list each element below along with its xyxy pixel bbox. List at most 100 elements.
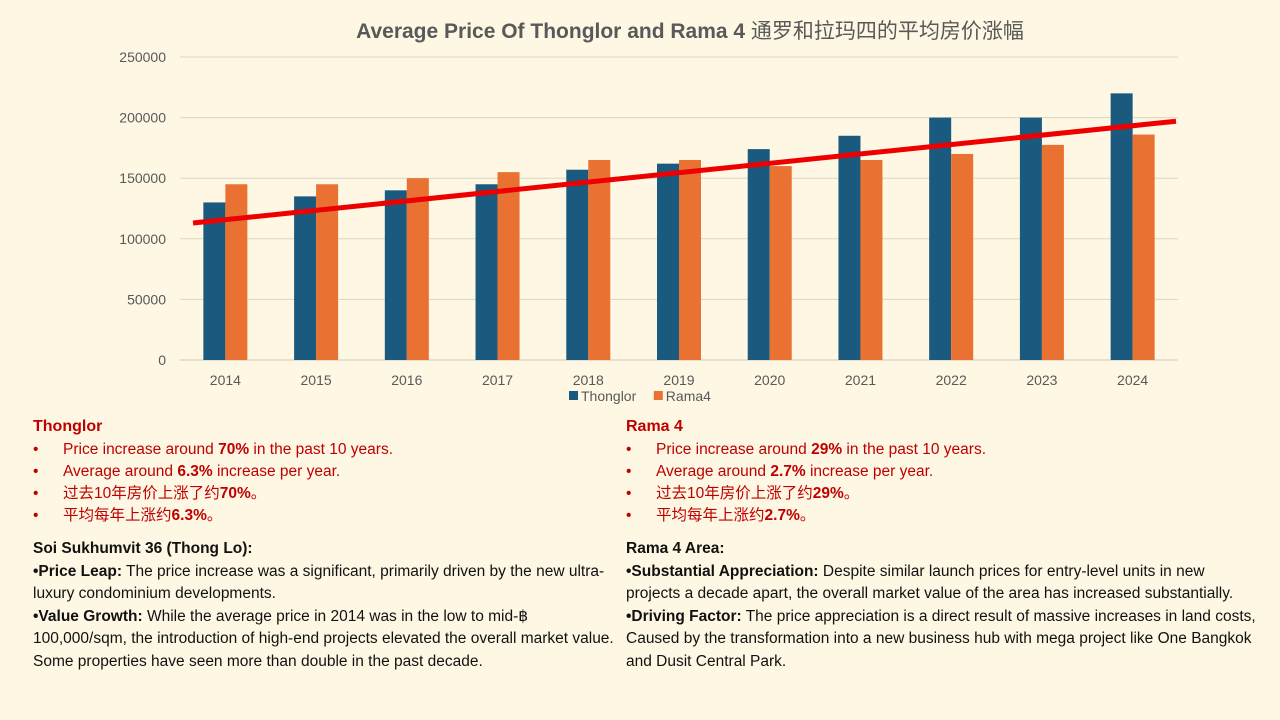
bullet-text: Price increase around [656,441,812,458]
point-text: The price appreciation is a direct resul… [626,607,1256,670]
bullet-text: 。 [799,507,816,524]
bullet-text: Price increase around [63,441,219,458]
x-tick-label: 2020 [754,372,785,388]
bar-thonglor-2016 [384,190,407,360]
rama4-bullet: • Average around 2.7% increase per year. [626,461,1246,483]
chart-title-cn: 通罗和拉玛四的平均房价涨幅 [751,20,1024,43]
bar-thonglor-2023 [1019,117,1042,360]
bullet-text: 平均每年上涨约 [63,507,172,524]
x-axis-ticks: 2014 2015 2016 2017 2018 2019 2020 2021 2022 2023… [210,372,1149,388]
x-tick-label: 2021 [845,372,876,388]
bullet-text: 平均每年上涨约 [656,507,765,524]
point-text: The price increase was a significant, pr… [33,562,605,603]
bar-rama4-2021 [860,160,883,360]
bar-thonglor-2022 [929,117,952,360]
legend-swatch-thonglor [569,391,578,400]
point-label: •Value Growth: [33,607,143,625]
bullet-text: 。 [206,507,223,524]
bar-rama4-2022 [951,153,974,360]
bar-rama4-2019 [679,160,701,360]
bullet-text: in the past 10 years. [249,441,394,458]
point-label: •Substantial Appreciation: [626,562,819,580]
bars [203,93,1155,361]
bullet-highlight: 70% [218,441,250,458]
bullet-text: in the past 10 years. [842,441,987,458]
bullet-dot: • [33,463,39,480]
legend-label-thonglor: Thonglor [581,388,637,404]
bar-rama4-2017 [497,172,520,360]
bullet-dot: • [626,507,632,524]
bullet-text: 过去10年房价上涨了约 [656,485,813,502]
y-tick-label: 250000 [119,49,166,65]
bar-thonglor-2014 [203,202,226,360]
trendline [192,118,1177,226]
legend-swatch-rama4 [653,391,663,400]
bullet-dot: • [33,441,39,458]
rama4-summary-list: • Price increase around 29% in the past 1… [626,439,1246,527]
x-tick-label: 2016 [391,372,422,388]
thonglor-summary-title: Thonglor [33,418,103,435]
bar-thonglor-2024 [1110,93,1133,361]
bullet-dot: • [33,485,39,502]
chart-title: Average Price Of Thonglor and Rama 4 通罗和… [356,20,1024,43]
rama4-bullet: • 过去10年房价上涨了约29%。 [626,483,1246,505]
bar-rama4-2016 [406,178,429,360]
bar-thonglor-2015 [294,196,317,360]
price-chart: Average Price Of Thonglor and Rama 4 通罗和… [119,20,1178,404]
bullet-highlight: 2.7% [764,507,800,524]
thonglor-detail-heading: Soi Sukhumvit 36 (Thong Lo): [33,540,253,557]
x-tick-label: 2023 [1026,372,1057,388]
rama4-summary-title: Rama 4 [626,418,683,435]
rama4-bullet: • 平均每年上涨约2.7%。 [626,505,1246,527]
x-tick-label: 2014 [210,372,241,388]
bar-rama4-2014 [225,184,248,360]
bullet-dot: • [626,441,632,458]
rama4-detail-point: •Driving Factor: The price appreciation … [626,606,1256,674]
rama4-detail: Rama 4 Area: •Substantial Appreciation: … [626,538,1256,673]
y-tick-label: 50000 [127,291,166,307]
x-tick-label: 2024 [1117,372,1148,388]
rama4-detail-heading: Rama 4 Area: [626,540,725,557]
bar-thonglor-2020 [747,149,770,360]
y-tick-label: 200000 [119,110,166,126]
bar-thonglor-2019 [657,163,679,360]
bar-rama4-2018 [588,160,611,360]
bar-rama4-2015 [316,184,339,360]
bullet-highlight: 6.3% [171,507,207,524]
bullet-text: 。 [250,485,267,502]
bar-thonglor-2021 [838,135,861,360]
bullet-highlight: 6.3% [177,463,213,480]
x-tick-label: 2015 [301,372,332,388]
point-text: Despite similar launch prices for entry-… [626,562,1234,603]
y-tick-label: 100000 [119,231,166,247]
thonglor-summary: Thonglor • Price increase around 70% in t… [33,418,613,527]
thonglor-bullet: • Average around 6.3% increase per year. [33,461,613,483]
y-tick-label: 150000 [119,170,166,186]
bullet-highlight: 29% [812,485,844,502]
bullet-text: 过去10年房价上涨了约 [63,485,220,502]
x-tick-label: 2017 [482,372,513,388]
point-label: •Driving Factor: [626,607,742,625]
x-tick-label: 2018 [573,372,604,388]
bullet-text: Average around [63,463,178,480]
bullet-dot: • [626,463,632,480]
legend-label-rama4: Rama4 [666,388,711,404]
bar-thonglor-2018 [566,169,589,360]
point-label: •Price Leap: [33,562,122,580]
bullet-highlight: 29% [811,441,843,458]
bullet-text: increase per year. [212,463,341,480]
bullet-highlight: 2.7% [770,463,806,480]
bullet-dot: • [33,507,39,524]
bar-rama4-2024 [1132,134,1155,360]
point-text: While the average price in 2014 was in t… [33,607,614,670]
bullet-text: 。 [843,485,860,502]
thonglor-bullet: • 平均每年上涨约6.3%。 [33,505,613,527]
bullet-dot: • [626,485,632,502]
x-tick-label: 2019 [663,372,694,388]
bar-rama4-2023 [1041,144,1064,360]
chart-title-en: Average Price Of Thonglor and Rama 4 [356,20,745,43]
y-axis-ticks: 0 50000 100000 150000 200000 250000 [119,49,166,368]
thonglor-detail-point: •Value Growth: While the average price i… [33,606,615,674]
thonglor-detail: Soi Sukhumvit 36 (Thong Lo): •Price Leap… [33,538,615,673]
thonglor-summary-list: • Price increase around 70% in the past 1… [33,439,613,527]
